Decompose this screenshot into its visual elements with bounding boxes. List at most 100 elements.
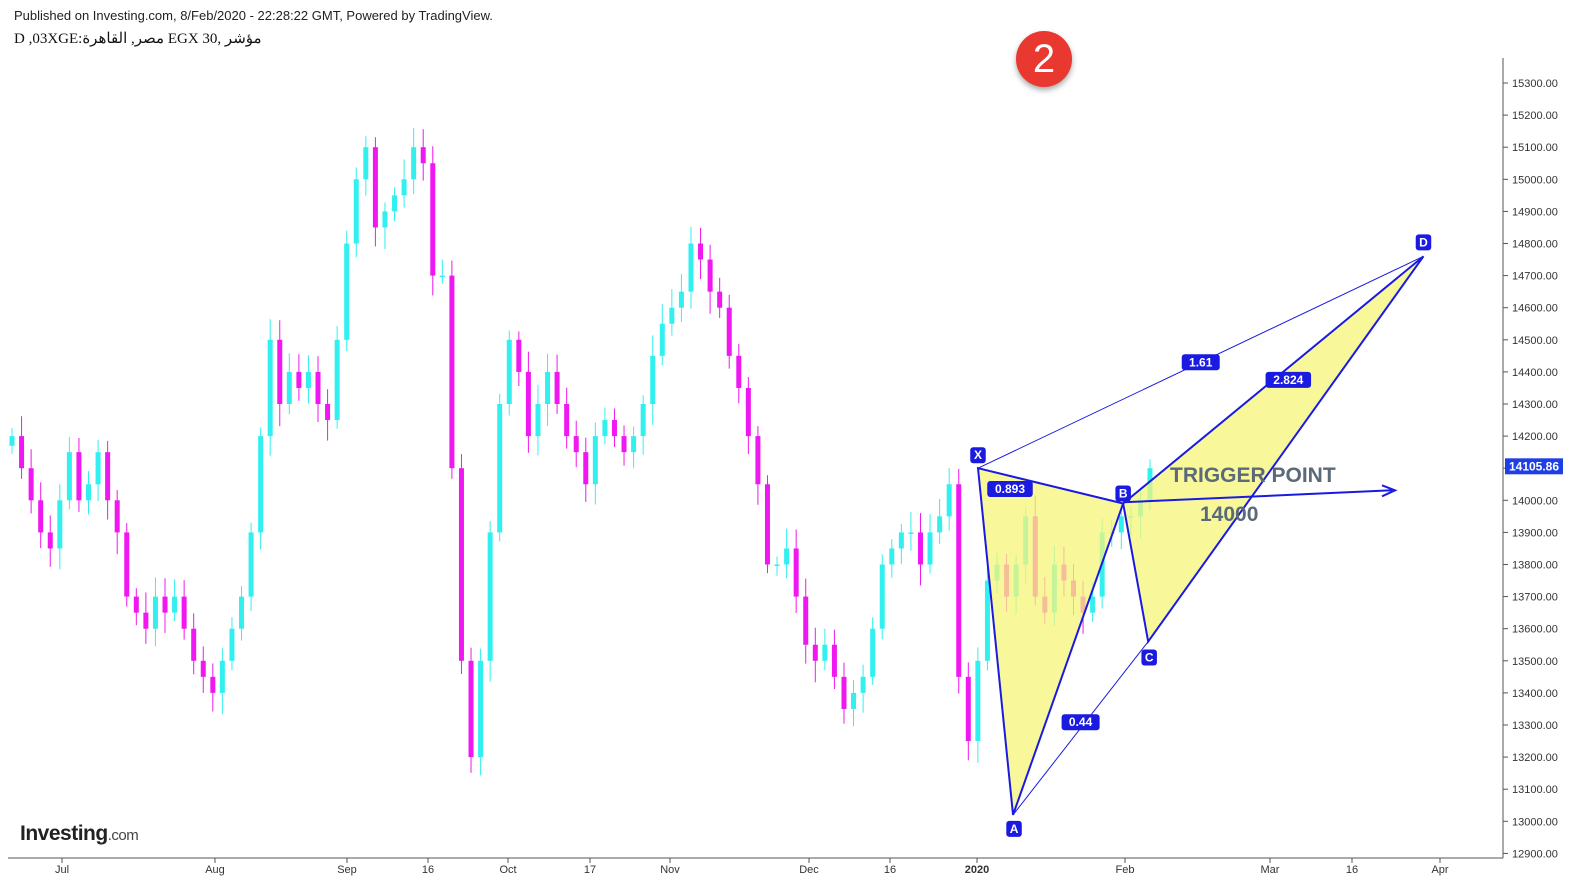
y-tick-label: 14800.00	[1512, 239, 1558, 251]
candle-body	[573, 436, 579, 453]
candle-body	[9, 436, 15, 446]
candle-body	[1118, 516, 1124, 533]
candle-body	[277, 339, 283, 404]
candle-body	[66, 452, 72, 501]
ratio-xd-label-box	[1181, 354, 1220, 371]
candle-body	[812, 644, 818, 661]
candle-body	[889, 548, 895, 565]
logo-brand: Investing	[20, 822, 108, 845]
candle-body	[133, 596, 139, 613]
trigger-arrow-head	[1381, 484, 1398, 498]
candle-body	[28, 468, 34, 501]
point-d-label: D	[1419, 235, 1428, 249]
trigger-point-value: 14000	[1200, 503, 1259, 526]
ratio-bd-label: 2.824	[1273, 373, 1303, 387]
candle-body	[286, 371, 292, 404]
candle-body	[296, 371, 302, 388]
point-d-label-box	[1415, 234, 1432, 251]
y-tick-label: 13700.00	[1512, 592, 1558, 604]
candle-body	[774, 564, 780, 566]
candle-body	[640, 404, 646, 437]
candle-body	[841, 676, 847, 709]
y-tick-label: 12900.00	[1512, 848, 1558, 860]
candle-body	[305, 371, 311, 388]
y-tick-label: 14500.00	[1512, 335, 1558, 347]
x-tick-label: Sep	[337, 864, 357, 876]
bcd-triangle	[1122, 255, 1425, 645]
point-c-label-box	[1141, 649, 1157, 666]
symbol-title: D ,03XGE:مصر, القاهرة EGX 30, مؤشر	[14, 31, 262, 47]
publish-info: Published on Investing.com, 8/Feb/2020 -…	[14, 8, 493, 23]
candle-body	[124, 532, 130, 597]
candle-body	[707, 259, 713, 292]
candle-body	[621, 436, 627, 453]
ratio-xc-label: 0.44	[1069, 715, 1093, 729]
ratio-bd-label-box	[1265, 371, 1312, 388]
candle-body	[219, 660, 225, 693]
candle-body	[726, 307, 732, 356]
candle-body	[946, 484, 952, 517]
candle-body	[860, 676, 866, 693]
candle-body	[458, 468, 464, 661]
candle-body	[497, 404, 503, 533]
y-tick-label: 15100.00	[1512, 142, 1558, 154]
candle-body	[650, 355, 656, 404]
candle-body	[86, 484, 92, 501]
candle-body	[239, 596, 245, 629]
candle-body	[200, 660, 206, 677]
candle-body	[382, 211, 388, 228]
candle-body	[372, 147, 378, 228]
candle-body	[325, 404, 331, 421]
x-tick-label: Aug	[205, 864, 225, 876]
point-a-label: A	[1010, 822, 1019, 836]
y-tick-label: 13300.00	[1512, 720, 1558, 732]
x-tick-label: 17	[584, 864, 596, 876]
ratio-xb-label: 0.893	[995, 482, 1025, 496]
candle-body	[411, 147, 417, 180]
investing-logo: Investing.com	[20, 822, 139, 846]
candle-body	[583, 452, 589, 485]
y-tick-label: 13400.00	[1512, 688, 1558, 700]
candle-body	[898, 532, 904, 549]
candle-body	[956, 484, 962, 677]
y-tick-label: 13200.00	[1512, 752, 1558, 764]
point-a-label-box	[1006, 820, 1022, 837]
candle-body	[468, 660, 474, 758]
candle-body	[1090, 596, 1096, 613]
candle-body	[334, 339, 340, 421]
candle-body	[755, 436, 761, 485]
candle-body	[535, 404, 541, 437]
candle-body	[793, 548, 799, 597]
candle-body	[229, 628, 235, 661]
candle-body	[38, 500, 44, 533]
candle-body	[248, 532, 254, 597]
x-tick-label: Jul	[55, 864, 69, 876]
candle-body	[478, 660, 484, 758]
point-x-label: X	[974, 448, 982, 462]
point-x-label-box	[970, 447, 986, 464]
candle-body	[984, 580, 990, 661]
candle-body	[554, 371, 560, 404]
y-tick-label: 14900.00	[1512, 206, 1558, 218]
candle-body	[822, 644, 828, 661]
y-tick-label: 13100.00	[1512, 784, 1558, 796]
candle-body	[105, 452, 111, 501]
candle-body	[736, 355, 742, 388]
candle-body	[688, 243, 694, 292]
candle-body	[401, 179, 407, 196]
point-b-label: B	[1119, 487, 1128, 501]
candle-body	[487, 532, 493, 661]
x-tick-label: Mar	[1261, 864, 1280, 876]
candle-body	[851, 692, 857, 709]
candle-body	[162, 596, 168, 613]
x-tick-label: Oct	[499, 864, 516, 876]
candle-body	[659, 323, 665, 356]
candle-body	[631, 436, 637, 453]
candle-body	[143, 612, 149, 629]
candle-body	[76, 452, 82, 501]
point-c-label: C	[1145, 651, 1154, 665]
candle-body	[965, 676, 971, 742]
candle-body	[927, 532, 933, 565]
candle-body	[57, 500, 63, 549]
candle-body	[353, 179, 359, 244]
